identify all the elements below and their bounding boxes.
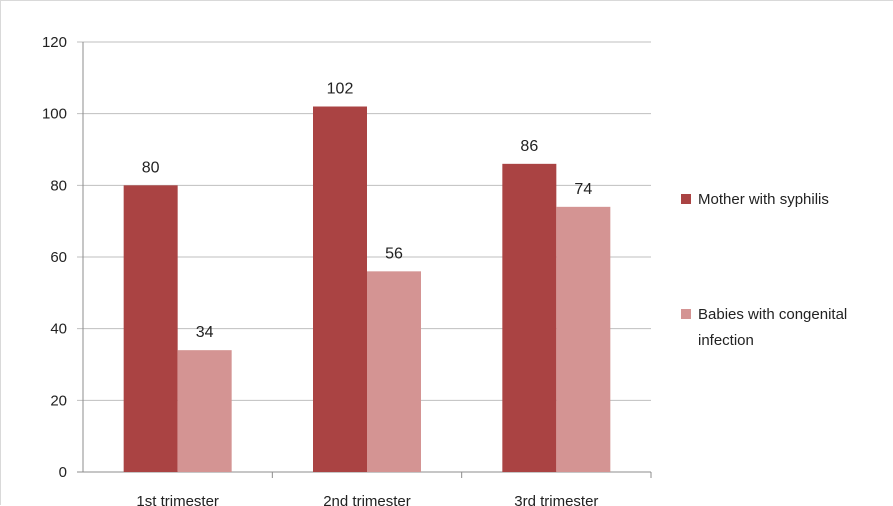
y-tick-label: 20 bbox=[50, 392, 67, 409]
legend-label: Babies with congenital bbox=[698, 306, 847, 323]
y-tick-label: 0 bbox=[59, 464, 67, 481]
legend-swatch bbox=[681, 194, 691, 204]
x-tick-label: 3rd trimester bbox=[514, 493, 598, 506]
bar bbox=[177, 350, 232, 472]
y-tick-label: 60 bbox=[50, 249, 67, 266]
x-tick-label: 1st trimester bbox=[136, 493, 219, 506]
data-label: 86 bbox=[520, 138, 538, 155]
data-label: 102 bbox=[327, 81, 354, 98]
y-tick-label: 100 bbox=[42, 106, 67, 123]
legend-label: Mother with syphilis bbox=[698, 191, 829, 208]
y-tick-label: 40 bbox=[50, 321, 67, 338]
bars bbox=[123, 106, 611, 473]
data-label: 74 bbox=[574, 181, 592, 198]
y-tick-label: 80 bbox=[50, 177, 67, 194]
y-tick-label: 120 bbox=[42, 34, 67, 51]
legend-swatch bbox=[681, 309, 691, 319]
x-axis-ticks: 1st trimester 2nd trimester 3rd trimester bbox=[136, 493, 598, 506]
data-label: 34 bbox=[196, 324, 214, 341]
bar bbox=[502, 163, 557, 473]
y-axis-ticks: 0 20 40 60 80 100 120 bbox=[42, 34, 67, 481]
legend-label: infection bbox=[698, 332, 754, 349]
data-label: 80 bbox=[142, 159, 160, 176]
bar bbox=[313, 106, 367, 472]
x-tick-label: 2nd trimester bbox=[323, 493, 411, 506]
legend: Mother with syphilis Babies with congenit… bbox=[681, 191, 847, 349]
bar bbox=[123, 185, 178, 473]
data-labels: 80 34 102 56 86 74 bbox=[142, 81, 593, 342]
bar bbox=[556, 206, 611, 473]
data-label: 56 bbox=[385, 245, 403, 262]
bar bbox=[367, 271, 421, 472]
